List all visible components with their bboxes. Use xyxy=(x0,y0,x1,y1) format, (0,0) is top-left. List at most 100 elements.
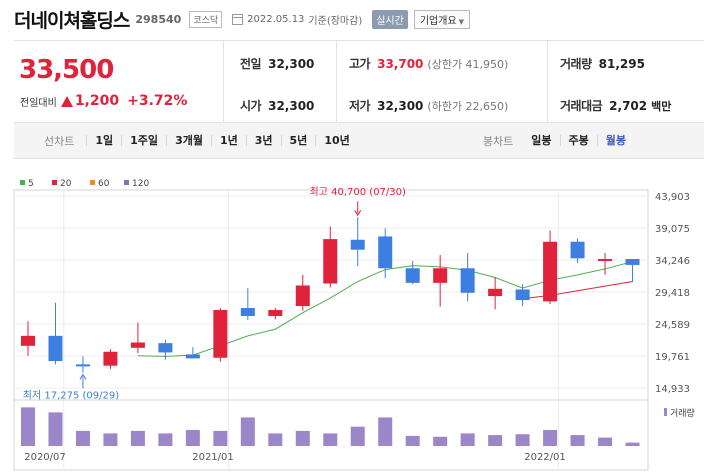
y-tick-label: 29,418 xyxy=(655,288,690,299)
candle-body xyxy=(158,343,173,353)
open-price: 시가 32,300 xyxy=(240,97,314,114)
quote-basis: 기준(장마감) xyxy=(308,15,363,27)
current-price-panel: 33,500 전일대비 1,200 +3.72% xyxy=(14,41,224,123)
max-arrow-head xyxy=(354,209,362,217)
divider xyxy=(547,41,548,123)
trade-amount-label: 거래대금 xyxy=(560,99,603,113)
low-value: 32,300 xyxy=(377,99,424,113)
ma20-line xyxy=(522,281,633,300)
prev-close-value: 32,300 xyxy=(268,57,315,71)
stock-code: 298540 xyxy=(135,12,182,26)
open-value: 32,300 xyxy=(268,99,315,113)
volume-bar xyxy=(75,430,90,446)
volume-bar xyxy=(21,407,35,446)
change-percent: +3.72% xyxy=(127,93,188,109)
candle-body xyxy=(460,268,475,293)
candle-body xyxy=(323,239,338,284)
company-overview-label: 기업개요 xyxy=(419,15,457,27)
volume-bar xyxy=(433,436,448,446)
period-5y[interactable]: 5년 xyxy=(280,135,316,146)
candle-body xyxy=(268,310,283,316)
high-value: 33,700 xyxy=(377,57,424,71)
change-label: 전일대비 xyxy=(20,97,57,109)
volume-bar xyxy=(268,433,283,446)
candle-body xyxy=(240,308,255,316)
candle-body xyxy=(213,310,228,358)
realtime-button[interactable]: 실시간 xyxy=(372,9,408,29)
low-label: 저가 xyxy=(349,99,371,113)
y-tick-label: 14,933 xyxy=(655,384,690,395)
caret-down-icon: ▼ xyxy=(458,17,465,26)
volume-bar xyxy=(515,434,530,446)
y-tick-label: 19,761 xyxy=(655,352,690,363)
volume-bar xyxy=(570,435,585,446)
high-price: 고가 33,700 (상한가 41,950) xyxy=(349,55,508,72)
volume-bar xyxy=(48,412,63,446)
legend-swatch xyxy=(20,180,25,185)
candle-monthly[interactable]: 월봉 xyxy=(596,135,634,146)
volume-bar xyxy=(405,435,420,446)
period-1d[interactable]: 1일 xyxy=(86,135,121,146)
volume-legend-swatch xyxy=(664,408,667,416)
volume-label: 거래량 xyxy=(560,57,592,71)
candle-body xyxy=(103,351,118,366)
candle-body xyxy=(350,239,365,250)
legend-swatch xyxy=(124,180,129,185)
period-3m[interactable]: 3개월 xyxy=(166,135,211,146)
volume-bar xyxy=(295,430,310,446)
candle-body xyxy=(405,268,420,283)
calendar-icon xyxy=(232,13,244,25)
candle-daily[interactable]: 일봉 xyxy=(531,134,552,147)
x-tick-label: 2020/07 xyxy=(24,452,66,463)
candle-body xyxy=(378,236,393,269)
legend-label: 20 xyxy=(60,179,72,189)
up-triangle-icon xyxy=(60,95,73,107)
max-annotation: 최고 40,700 (07/30) xyxy=(310,186,406,198)
y-tick-label: 24,589 xyxy=(655,320,690,331)
stock-header: 더네이쳐홀딩스 298540 코스닥 2022.05.13 기준(장마감) 실시… xyxy=(0,0,704,38)
period-10y[interactable]: 10년 xyxy=(315,135,357,146)
volume-bar xyxy=(460,433,475,446)
volume-legend-label: 거래량 xyxy=(670,407,695,419)
volume-bar xyxy=(213,430,228,446)
y-tick-label: 39,075 xyxy=(655,224,690,235)
market-badge: 코스닥 xyxy=(189,10,223,28)
volume-bar xyxy=(350,426,365,446)
candlestick-chart[interactable]: 43,903 39,075 34,246 29,418 24,589 19,761 14,9… xyxy=(0,162,704,474)
low-price: 저가 32,300 (하한가 22,650) xyxy=(349,97,508,114)
open-label: 시가 xyxy=(240,99,262,113)
candle-body xyxy=(130,342,145,348)
trade-amount-value: 2,702 xyxy=(609,99,648,113)
x-tick-label: 2021/01 xyxy=(192,452,234,463)
period-3y[interactable]: 3년 xyxy=(245,135,281,146)
trade-amount-unit: 백만 xyxy=(651,100,672,113)
volume-bar xyxy=(378,417,393,446)
period-1w[interactable]: 1주일 xyxy=(121,135,166,146)
volume-bar xyxy=(598,437,613,446)
min-annotation: 최저 17,275 (09/29) xyxy=(23,389,119,401)
period-1y[interactable]: 1년 xyxy=(210,135,246,146)
volume-bar xyxy=(323,433,338,446)
candle-weekly[interactable]: 주봉 xyxy=(559,135,597,146)
candle-body xyxy=(185,354,200,359)
volume-bar xyxy=(240,417,255,446)
volume-bar xyxy=(625,442,640,446)
divider xyxy=(336,41,337,123)
prev-close: 전일 32,300 xyxy=(240,55,314,72)
volume-bar xyxy=(130,430,145,446)
change-amount: 1,200 xyxy=(74,93,120,109)
candle-chart-label: 봉차트 xyxy=(482,134,514,148)
candle-body xyxy=(21,335,35,346)
upper-limit: (상한가 41,950) xyxy=(427,58,509,71)
candle-body xyxy=(598,258,613,261)
volume-bar xyxy=(103,433,118,446)
legend-label: 5 xyxy=(28,179,34,189)
company-overview-button[interactable]: 기업개요 ▼ xyxy=(413,9,471,29)
min-arrow-head xyxy=(79,373,87,380)
quote-date: 2022.05.13 xyxy=(247,13,305,25)
legend-swatch xyxy=(90,180,95,185)
high-label: 고가 xyxy=(349,57,371,71)
quote-summary: 33,500 전일대비 1,200 +3.72% 전일 32,300 시가 32… xyxy=(14,40,704,123)
candle-body xyxy=(625,258,640,265)
